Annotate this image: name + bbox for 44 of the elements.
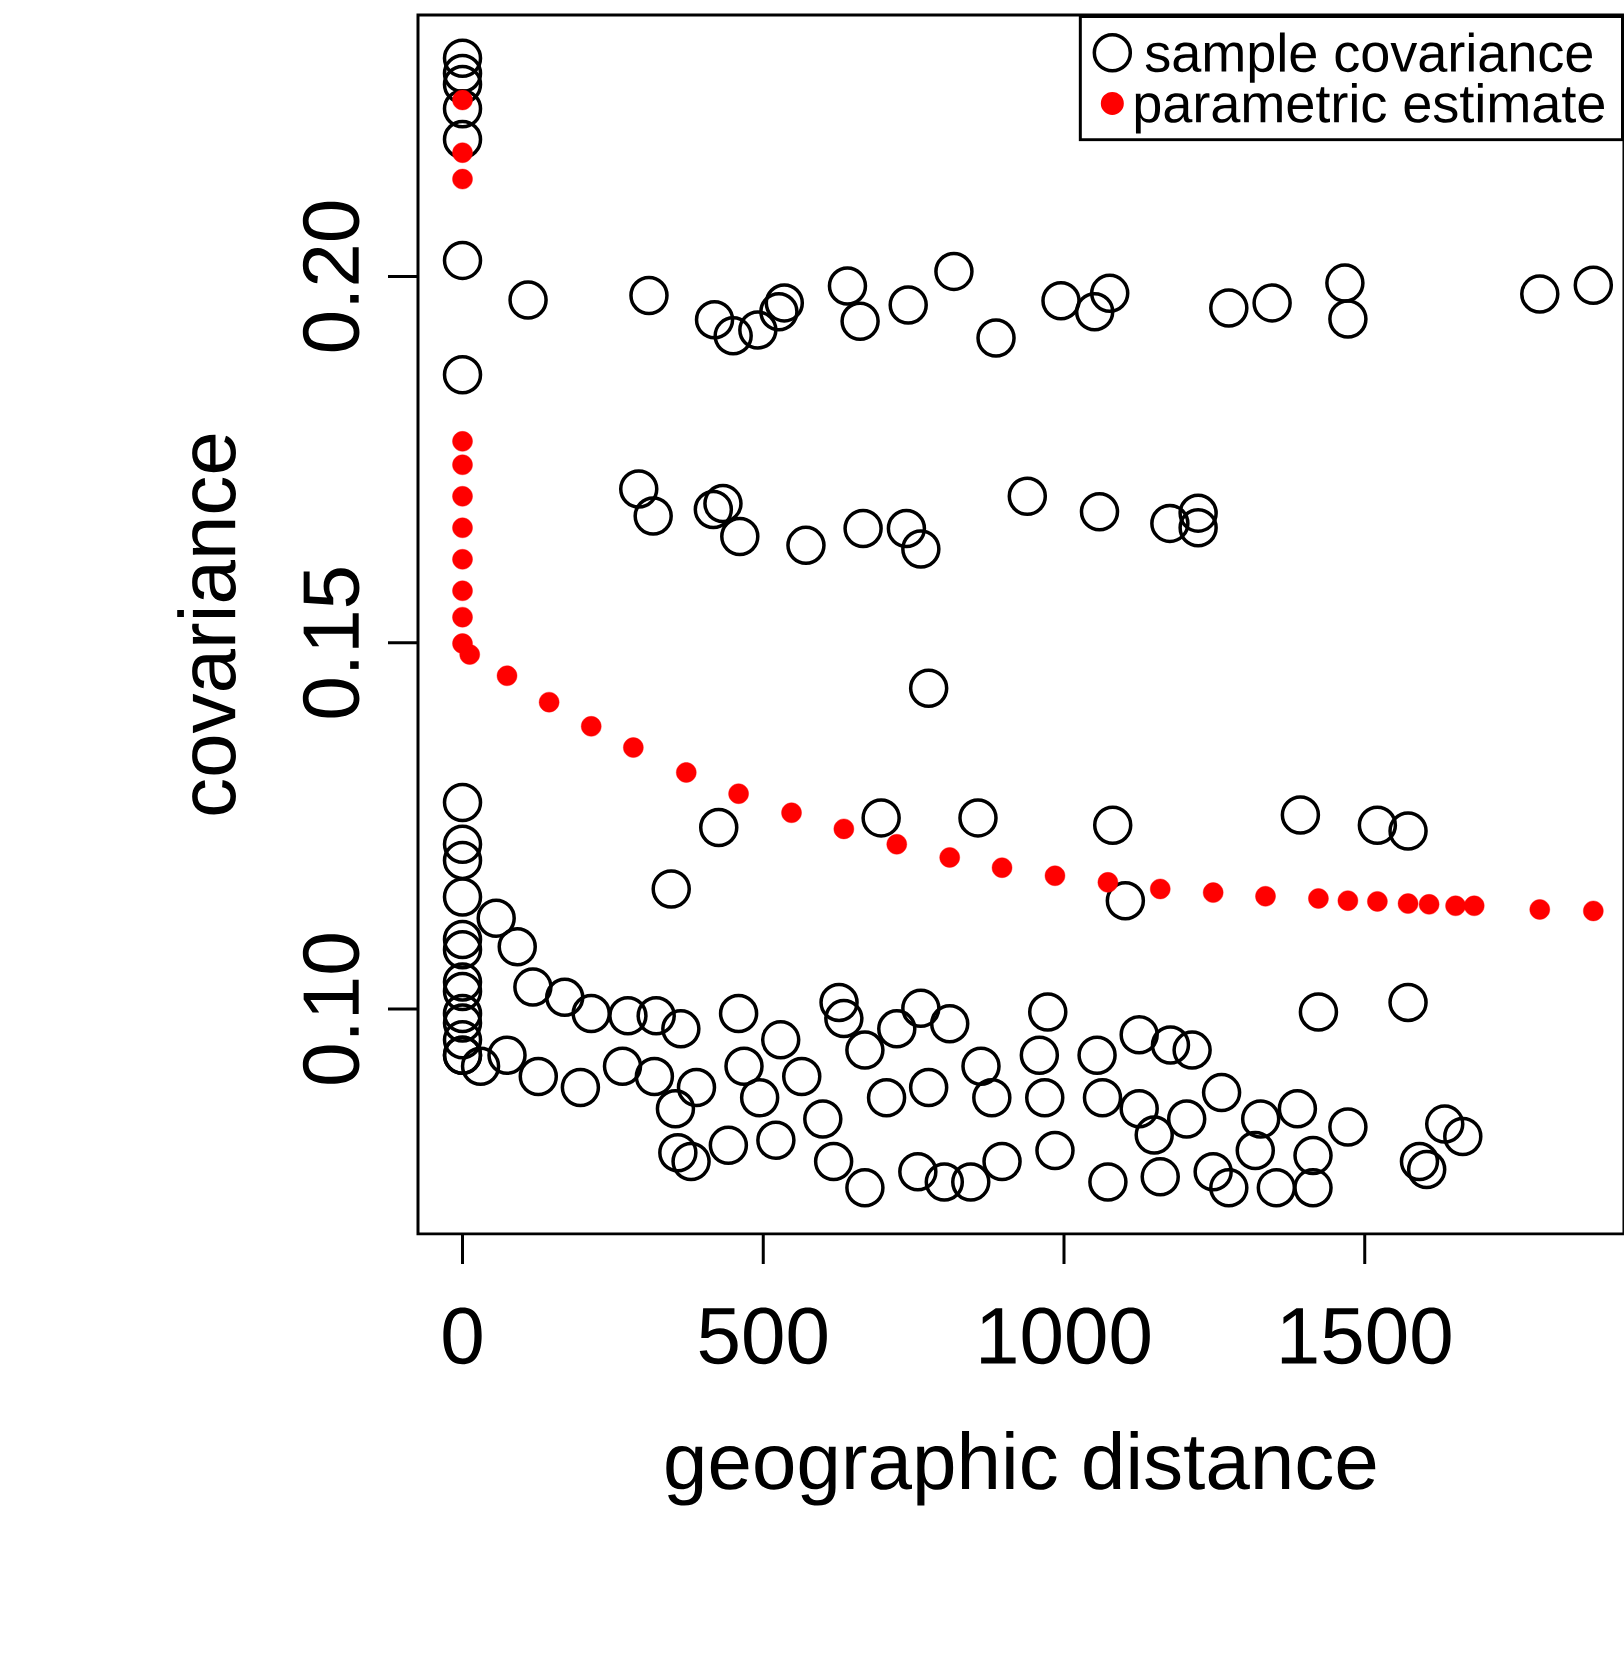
y-axis-title: covariance: [177, 434, 236, 815]
point: [1367, 891, 1388, 912]
point: [1397, 893, 1419, 914]
legend-label: sample covariance: [1145, 32, 1592, 83]
point: [452, 549, 473, 570]
point: [886, 834, 907, 855]
point: [939, 847, 960, 868]
point: [452, 486, 473, 507]
point: [991, 857, 1013, 878]
point: [623, 737, 644, 758]
point: [1255, 886, 1276, 907]
x-tick-label: 1000: [981, 1307, 1150, 1365]
point: [1418, 894, 1440, 915]
point: [1044, 865, 1066, 886]
point: [1464, 895, 1485, 916]
y-tick-label: 0.20: [302, 201, 360, 352]
x-tick-label: 0: [443, 1307, 482, 1365]
point: [1583, 900, 1604, 922]
point: [676, 762, 697, 783]
point: [452, 606, 473, 628]
point: [581, 716, 602, 737]
point: [452, 454, 473, 475]
point: [538, 691, 560, 713]
point: [1337, 890, 1359, 911]
point: [1308, 888, 1329, 909]
x-tick-label: 500: [699, 1307, 827, 1365]
point: [452, 431, 473, 452]
point: [781, 802, 802, 823]
point: [1202, 882, 1224, 903]
x-axis-title: geographic distance: [666, 1431, 1376, 1506]
y-tick-label: 0.15: [302, 568, 360, 718]
point: [452, 517, 473, 538]
point: [452, 168, 473, 190]
legend-label: parametric estimate: [1135, 83, 1604, 134]
x-tick-label: 1500: [1281, 1307, 1451, 1365]
point: [1529, 899, 1550, 920]
y-tick-label: 0.10: [302, 934, 360, 1084]
point: [1150, 878, 1171, 900]
point: [833, 818, 855, 840]
point: [728, 783, 749, 804]
point: [496, 665, 518, 686]
point: [452, 580, 473, 601]
point: [459, 644, 480, 665]
point: [1445, 895, 1466, 916]
